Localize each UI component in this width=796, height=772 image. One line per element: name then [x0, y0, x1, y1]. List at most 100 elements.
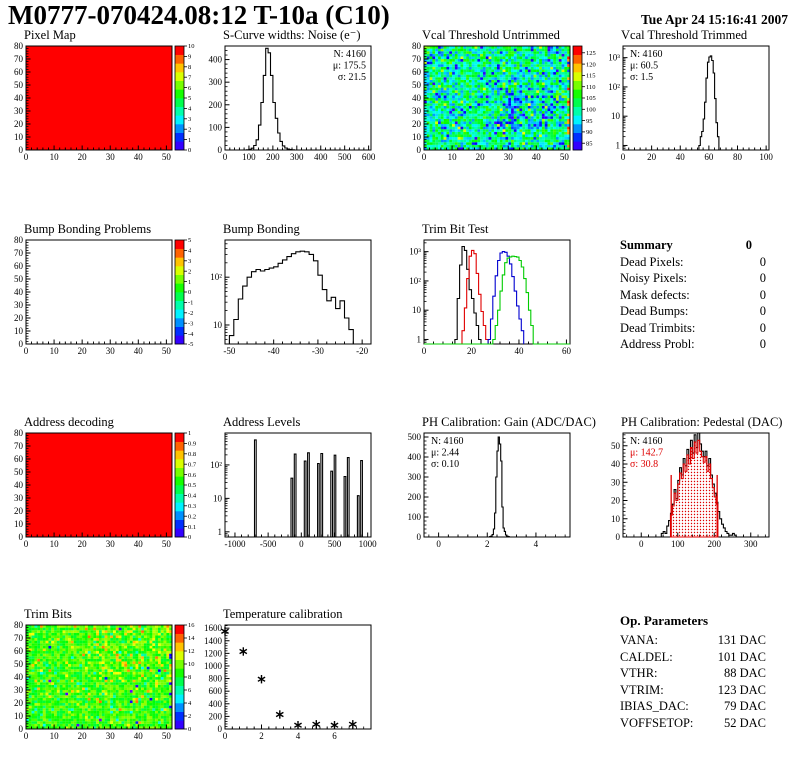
svg-text:60: 60: [14, 67, 24, 77]
svg-text:1000: 1000: [359, 539, 378, 549]
svg-text:0.7: 0.7: [188, 461, 197, 468]
svg-text:10: 10: [188, 43, 195, 50]
svg-text:100: 100: [209, 122, 223, 132]
svg-text:40: 40: [676, 152, 686, 162]
svg-text:2: 2: [188, 268, 191, 275]
svg-text:10: 10: [213, 493, 223, 503]
svg-text:μ: 60.5: μ: 60.5: [630, 61, 658, 72]
svg-text:10: 10: [412, 305, 422, 315]
svg-text:50: 50: [611, 441, 621, 451]
svg-text:10: 10: [50, 152, 60, 162]
svg-text:0: 0: [24, 539, 29, 549]
svg-text:50: 50: [14, 467, 24, 477]
svg-text:100: 100: [759, 152, 773, 162]
svg-text:20: 20: [476, 152, 486, 162]
svg-text:300: 300: [744, 539, 758, 549]
bump-bonding-canvas: -50 -40 -30 -20 10 10²: [210, 239, 372, 356]
svg-text:N: 4160: N: 4160: [334, 49, 367, 60]
svg-text:-500: -500: [260, 539, 277, 549]
svg-text:30: 30: [611, 477, 621, 487]
svg-text:0: 0: [422, 346, 427, 356]
svg-text:10: 10: [213, 320, 223, 330]
plot-title-vcal-trimmed: Vcal Threshold Trimmed: [621, 28, 748, 42]
svg-text:20: 20: [647, 152, 657, 162]
svg-text:500: 500: [338, 152, 352, 162]
summary-value: 0: [759, 304, 766, 318]
op-param-row-vtrim: VTRIM: 123 DAC: [620, 682, 766, 699]
svg-text:100: 100: [242, 152, 256, 162]
op-parameters-block: Op. Parameters VANA: 131 DAC CALDEL: 101…: [620, 612, 766, 731]
svg-text:50: 50: [14, 274, 24, 284]
svg-text:100: 100: [586, 107, 596, 114]
svg-text:5: 5: [188, 237, 191, 244]
summary-value: 0: [759, 337, 766, 351]
svg-text:110: 110: [586, 84, 596, 91]
summary-row-noisy-pixels: Noisy Pixels: 0: [620, 270, 766, 287]
plot-title-bump-bonding-problems: Bump Bonding Problems: [24, 222, 152, 236]
op-param-value: 123 DAC: [717, 682, 766, 697]
plot-pixel-map: Pixel Map 0 10 20 30 40 50 0 10 20 30 40 50 60 70 80 0 1…: [0, 28, 199, 180]
svg-text:0: 0: [19, 145, 24, 155]
plot-bump-bonding: Bump Bonding -50 -40 -30 -20 10 10²: [199, 222, 398, 374]
svg-text:50: 50: [162, 152, 172, 162]
svg-text:125: 125: [586, 50, 596, 57]
svg-text:0: 0: [188, 534, 191, 541]
svg-text:30: 30: [14, 106, 24, 116]
svg-text:N: 4160: N: 4160: [630, 436, 663, 447]
address-levels-canvas: -1000 -500 0 500 1000 1 10 10²: [210, 432, 378, 549]
svg-text:70: 70: [14, 248, 24, 258]
svg-text:200: 200: [266, 152, 280, 162]
svg-text:30: 30: [504, 152, 514, 162]
svg-text:1: 1: [188, 430, 191, 437]
plot-ph-gain: PH Calibration: Gain (ADC/DAC) 0 2 4 0 100 20…: [398, 415, 597, 567]
svg-text:5: 5: [188, 95, 191, 102]
svg-text:1: 1: [417, 334, 422, 344]
svg-text:9: 9: [188, 54, 191, 61]
svg-text:-3: -3: [188, 320, 193, 327]
svg-text:0: 0: [621, 152, 626, 162]
plot-title-bump-bonding: Bump Bonding: [223, 222, 300, 236]
summary-label: Address Probl:: [620, 337, 695, 351]
op-param-label: IBIAS_DAC:: [620, 699, 689, 713]
svg-text:10²: 10²: [608, 82, 620, 92]
svg-text:30: 30: [106, 539, 116, 549]
plot-vcal-untrimmed: Vcal Threshold Untrimmed 0 10 20 30 40 50 0 10 2…: [398, 28, 597, 180]
svg-text:σ: 1.5: σ: 1.5: [630, 72, 653, 83]
svg-text:20: 20: [611, 496, 621, 506]
svg-text:μ: 175.5: μ: 175.5: [333, 61, 366, 72]
svg-text:10²: 10²: [210, 460, 222, 470]
svg-text:100: 100: [671, 539, 685, 549]
svg-text:50: 50: [560, 152, 570, 162]
svg-text:3: 3: [188, 116, 191, 123]
svg-text:σ: 0.10: σ: 0.10: [431, 459, 459, 470]
svg-text:0.6: 0.6: [188, 472, 197, 479]
summary-label: Noisy Pixels:: [620, 271, 688, 285]
svg-text:20: 20: [78, 152, 88, 162]
svg-text:0: 0: [218, 145, 223, 155]
plot-title-trim-bits: Trim Bits: [24, 607, 72, 621]
svg-text:60: 60: [412, 67, 422, 77]
plot-title-address-decoding: Address decoding: [24, 415, 114, 429]
svg-text:60: 60: [562, 346, 572, 356]
svg-text:0.9: 0.9: [188, 441, 196, 448]
svg-text:80: 80: [14, 429, 24, 438]
op-param-label: VTRIM:: [620, 682, 664, 697]
svg-text:0: 0: [417, 145, 422, 155]
svg-text:20: 20: [78, 539, 88, 549]
summary-row-dead-bumps: Dead Bumps: 0: [620, 303, 766, 320]
summary-label: Dead Bumps:: [620, 304, 689, 318]
svg-text:-4: -4: [188, 331, 194, 338]
svg-text:10³: 10³: [409, 247, 421, 257]
svg-text:0: 0: [24, 152, 29, 162]
svg-text:80: 80: [14, 236, 24, 245]
svg-text:400: 400: [209, 55, 223, 65]
scurve-noise-canvas: 0 100 200 300 400 500 600 0 100 200 300 400 N: 4160μ…: [209, 45, 376, 162]
svg-text:30: 30: [412, 106, 422, 116]
address-decoding-canvas: 0 10 20 30 40 500102030405060708000.10.20.30.…: [14, 429, 197, 549]
svg-text:6: 6: [188, 85, 192, 92]
svg-text:85: 85: [586, 140, 593, 147]
svg-text:3: 3: [188, 258, 191, 265]
svg-text:8: 8: [188, 64, 191, 71]
svg-text:-30: -30: [312, 346, 324, 356]
